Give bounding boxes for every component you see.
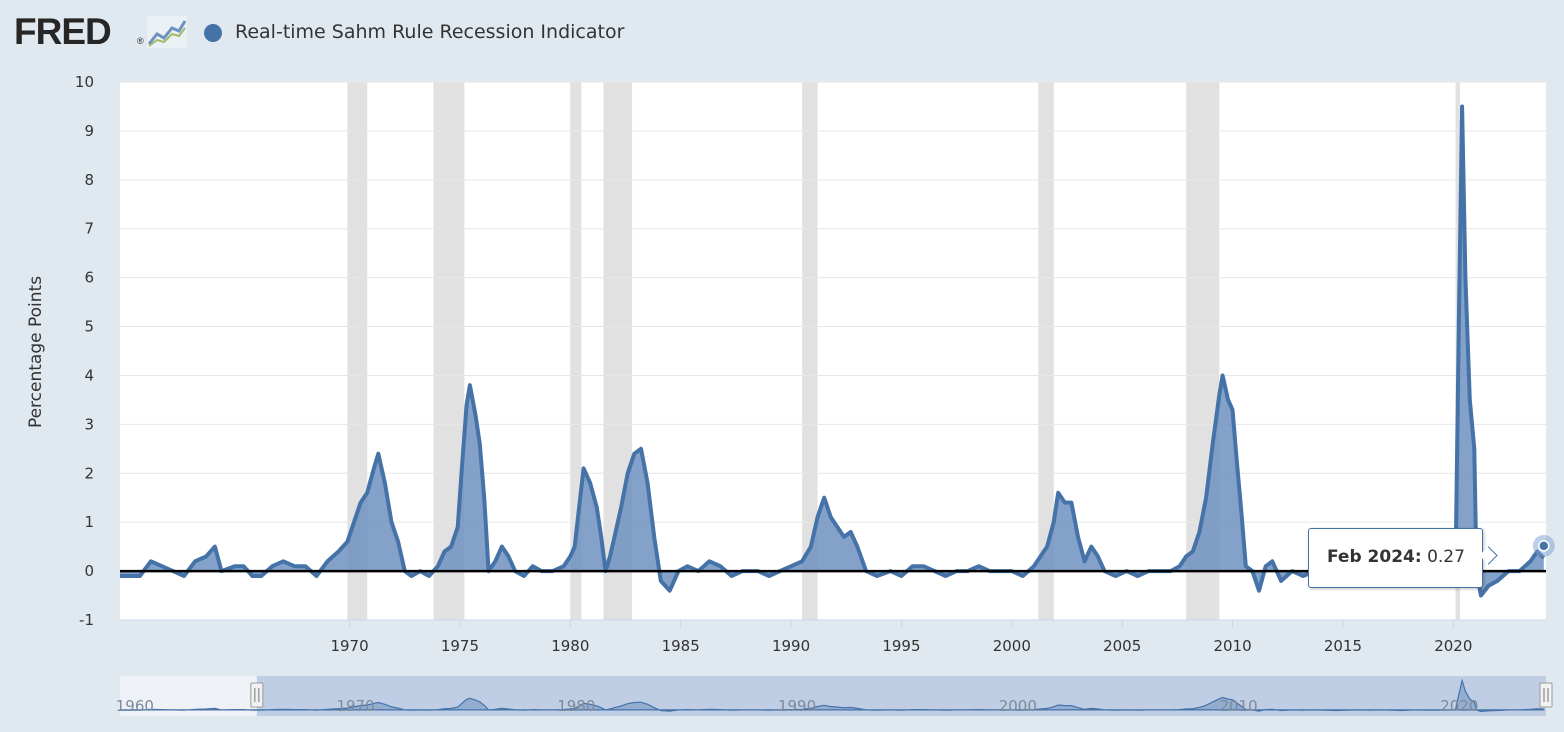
navigator-handle-grip[interactable] — [1539, 682, 1553, 708]
y-tick-label: 10 — [75, 73, 94, 91]
recession-band — [570, 82, 582, 620]
x-tick-label: 2015 — [1324, 637, 1362, 655]
y-tick-label: -1 — [79, 611, 94, 629]
x-tick-label: 1975 — [441, 637, 479, 655]
recession-band — [1038, 82, 1054, 620]
x-tick-label: 1985 — [662, 637, 700, 655]
navigator-tick-label: 2010 — [1219, 697, 1257, 715]
recession-band — [802, 82, 818, 620]
y-axis-title: Percentage Points — [26, 276, 46, 428]
x-tick-label: 2020 — [1434, 637, 1472, 655]
x-tick-label: 1980 — [551, 637, 589, 655]
fred-registered-mark: ® — [137, 36, 144, 46]
chart-header: FRED ® Real-time Sahm Rule Recession Ind… — [0, 0, 1564, 66]
tooltip: Feb 2024: 0.27 — [1308, 528, 1498, 588]
x-tick-label: 1995 — [882, 637, 920, 655]
navigator-series — [119, 678, 1545, 713]
navigator-handle[interactable] — [250, 682, 264, 708]
range-navigator: 1960 1970 1980 1990 2000 2010 2020 — [116, 676, 1553, 716]
navigator-tick-label: 1970 — [336, 697, 374, 715]
y-tick-label: 5 — [84, 318, 94, 336]
navigator-tick-label: 1980 — [557, 697, 595, 715]
series-line[interactable] — [120, 104, 1546, 598]
y-tick-label: 7 — [84, 220, 94, 238]
y-tick-label: 4 — [84, 366, 94, 384]
series-area — [120, 104, 1546, 598]
y-tick-label: 3 — [84, 415, 94, 433]
y-tick-label: 9 — [84, 122, 94, 140]
y-tick-label: 0 — [84, 562, 94, 580]
x-tick-label: 2010 — [1213, 637, 1251, 655]
navigator-tick-label: 2000 — [999, 697, 1037, 715]
navigator-tick-label: 1990 — [778, 697, 816, 715]
y-tick-label: 2 — [84, 464, 94, 482]
x-tick-label: 1970 — [330, 637, 368, 655]
y-axis-ticks: -1 0 1 2 3 4 5 6 7 8 9 10 — [75, 73, 94, 629]
legend-marker[interactable] — [204, 24, 222, 42]
x-tick-label: 2005 — [1103, 637, 1141, 655]
x-axis-ticks: 1970 1975 1980 1985 1990 1995 2000 2005 2010 2015… — [120, 619, 1546, 655]
navigator-handle[interactable] — [1539, 682, 1553, 708]
x-tick-label: 2000 — [993, 637, 1031, 655]
recession-band — [347, 82, 368, 620]
y-tick-label: 1 — [84, 513, 94, 531]
chart-line-icon — [147, 16, 187, 48]
series-area-fill — [120, 106, 1544, 596]
y-tick-label: 6 — [84, 269, 94, 287]
x-tick-label: 1990 — [772, 637, 810, 655]
y-tick-label: 8 — [84, 171, 94, 189]
legend-series-label[interactable]: Real-time Sahm Rule Recession Indicator — [235, 21, 625, 43]
navigator-tick-label: 2020 — [1440, 697, 1478, 715]
tooltip-date: Feb 2024: — [1327, 547, 1422, 567]
navigator-tick-label: 1960 — [116, 697, 154, 715]
fred-logo[interactable]: FRED — [14, 11, 112, 52]
navigator-handle-grip[interactable] — [250, 682, 264, 708]
tooltip-value: 0.27 — [1427, 547, 1465, 567]
hover-point — [1532, 534, 1555, 557]
data-point-marker[interactable] — [1538, 540, 1550, 552]
